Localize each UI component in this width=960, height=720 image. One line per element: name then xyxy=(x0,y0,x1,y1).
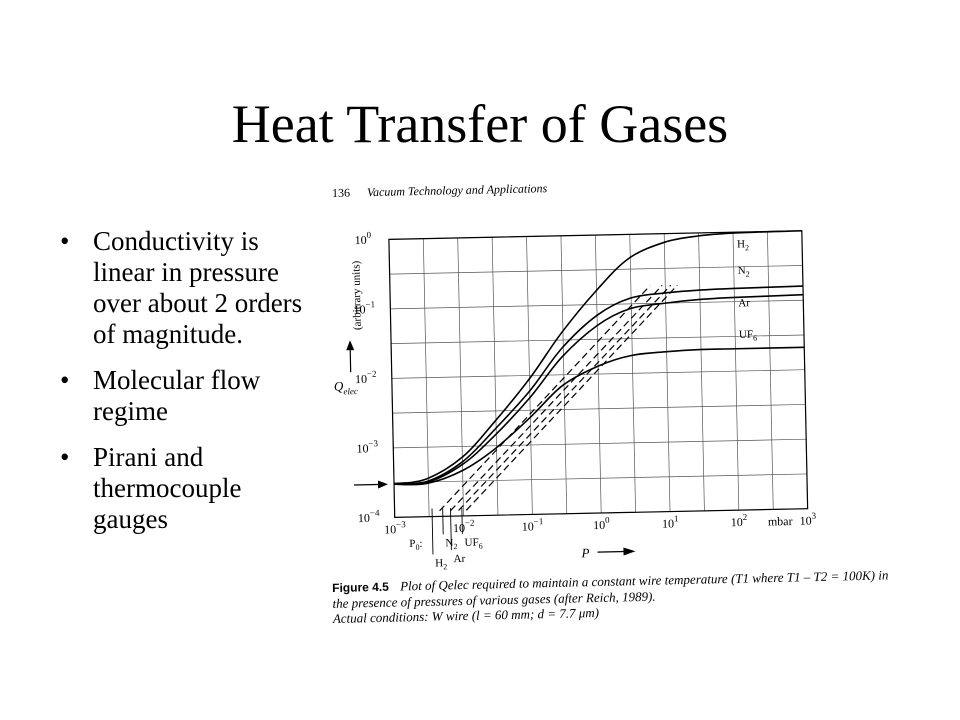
bullet-list: Conductivity is linear in pressure over … xyxy=(60,226,315,550)
p0-marker-label-n2: N2 xyxy=(445,537,457,551)
figure-header: 136 Vacuum Technology and Applications xyxy=(332,181,548,201)
series-label-ar: Ar xyxy=(738,297,750,309)
p0-tick-uf6 xyxy=(461,507,463,534)
y-tick-label: 10−4 xyxy=(358,508,380,525)
x-tick-label: 103 xyxy=(799,510,816,527)
y-axis-arrow xyxy=(349,346,352,373)
baseline-arrowhead xyxy=(377,480,389,489)
y-gridline xyxy=(389,265,803,275)
slide-title: Heat Transfer of Gases xyxy=(231,94,729,154)
baseline-arrow xyxy=(354,483,379,486)
series-label-n2: N2 xyxy=(738,265,750,279)
p0-tick-ar xyxy=(450,508,452,551)
y-gridline xyxy=(391,334,805,344)
p0-label: P0: xyxy=(409,538,422,552)
series-label-h2: H2 xyxy=(737,238,749,252)
y-tick-label: 10−1 xyxy=(353,299,375,316)
p0-marker-label-ar: Ar xyxy=(453,553,465,565)
asymptote-line-ar xyxy=(458,284,672,511)
p0-marker-label-uf6: UF6 xyxy=(464,536,482,550)
p0-tick-n2 xyxy=(442,508,444,535)
x-axis-label: P xyxy=(580,545,589,560)
y-tick-label: 10−3 xyxy=(356,438,378,455)
bullet-item-gauges: Pirani and thermocouple gauges xyxy=(60,442,315,535)
plot-frame xyxy=(388,230,809,518)
y-axis-arrowhead xyxy=(346,340,355,351)
series-line-ar xyxy=(393,293,804,486)
x-tick-label: 10−3 xyxy=(384,519,406,536)
series-line-n2 xyxy=(393,285,803,485)
page-number: 136 xyxy=(331,185,351,200)
figure-caption: Figure 4.5 Plot of Qelec required to mai… xyxy=(332,567,893,626)
x-tick-label: 10−2 xyxy=(453,518,475,535)
y-gridline xyxy=(393,438,807,449)
p0-marker-label-h2: H2 xyxy=(435,557,447,571)
figure-label: Figure 4.5 xyxy=(332,579,390,595)
y-tick-label: 10−2 xyxy=(355,369,377,386)
x-tick-label: 10−1 xyxy=(522,516,544,533)
x-axis-arrowhead xyxy=(623,547,636,556)
x-tick-label: 101 xyxy=(662,513,679,530)
y-gridline xyxy=(391,369,805,379)
asymptote-line-uf6 xyxy=(465,284,678,511)
series-line-uf6 xyxy=(394,346,805,486)
heat-transfer-chart: 10−3 10−2 10−1 100 101 102 10310−410−310−210−1… xyxy=(334,229,817,572)
x-tick-label: 102 xyxy=(731,512,748,529)
y-gridline xyxy=(390,299,804,310)
asymptote-line-h2 xyxy=(439,285,651,512)
x-unit-label: mbar xyxy=(768,514,793,529)
p0-tick-h2 xyxy=(431,508,434,555)
y-axis-label: Qelec xyxy=(334,378,358,396)
series-label-uf6: UF6 xyxy=(739,329,757,343)
x-axis-arrow xyxy=(597,550,626,553)
chart-body: 10−3 10−2 10−1 100 101 102 10310−410−310−210−1… xyxy=(334,229,817,572)
bullet-item-conductivity: Conductivity is linear in pressure over … xyxy=(60,226,315,350)
x-tick-label: 100 xyxy=(593,515,610,532)
series-line-h2 xyxy=(393,229,802,485)
asymptote-line-n2 xyxy=(450,285,663,512)
y-gridline xyxy=(392,404,806,414)
y-axis-unit: (arbitrary units) xyxy=(350,260,363,330)
y-tick-label: 100 xyxy=(354,230,371,247)
y-gridline xyxy=(393,473,807,483)
book-title: Vacuum Technology and Applications xyxy=(366,181,548,200)
bullet-item-molecular-flow: Molecular flow regime xyxy=(60,365,315,427)
